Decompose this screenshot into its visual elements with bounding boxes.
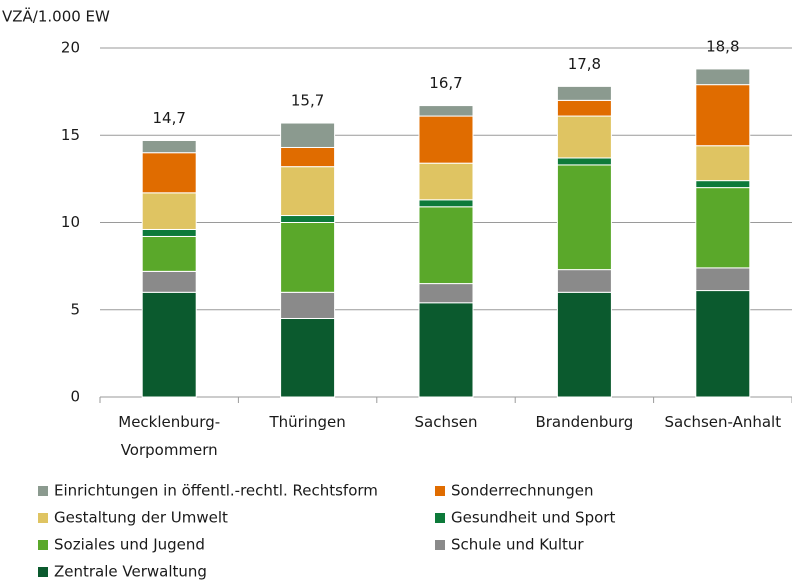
bar-segment (695, 290, 751, 398)
y-axis-label: VZÄ/1.000 EW (2, 7, 110, 26)
bar-segment (280, 146, 336, 168)
bar-segment (141, 228, 197, 237)
legend-swatch (38, 486, 48, 496)
legend-label: Schule und Kultur (451, 536, 584, 554)
y-tick-label: 5 (70, 300, 80, 318)
y-tick-label: 0 (70, 388, 80, 406)
bar-segment (695, 145, 751, 182)
legend-swatch (38, 540, 48, 550)
total-label: 14,7 (152, 109, 185, 127)
bar-segment (280, 317, 336, 398)
bar-segment (695, 68, 751, 86)
legend-swatch (38, 513, 48, 523)
bar-segment (418, 199, 474, 208)
x-tick-label-line: Mecklenburg- (118, 413, 220, 431)
bar-segment (418, 105, 474, 117)
x-tick-label: Brandenburg (535, 413, 633, 431)
bar-segment (418, 283, 474, 304)
bar-segment (556, 269, 612, 293)
total-label: 18,8 (706, 37, 739, 55)
bar-segment (556, 85, 612, 101)
bar-segment (556, 157, 612, 166)
legend-swatch (435, 486, 445, 496)
bar-segment (556, 164, 612, 271)
bar-segment (141, 192, 197, 230)
bar-segment (418, 302, 474, 398)
y-tick-label: 20 (61, 39, 80, 57)
x-tick-label-line: Sachsen (414, 413, 477, 431)
x-tick-label-line: Vorpommern (121, 441, 218, 459)
legend-swatch (38, 567, 48, 577)
y-tick-label: 15 (61, 126, 80, 144)
x-tick-label: Sachsen (414, 413, 477, 431)
x-tick-label-line: Brandenburg (535, 413, 633, 431)
legend-label: Gesundheit und Sport (451, 509, 615, 527)
total-label: 17,8 (568, 55, 601, 73)
bar-segment (141, 291, 197, 398)
bar-segment (695, 84, 751, 147)
x-tick-label: Thüringen (268, 413, 345, 431)
legend-label: Zentrale Verwaltung (54, 563, 207, 581)
bar-segment (418, 115, 474, 164)
bar-segment (280, 291, 336, 319)
bar-segment (556, 291, 612, 398)
bar-segment (141, 270, 197, 293)
y-tick-label: 10 (61, 213, 80, 231)
bar-segment (556, 99, 612, 117)
legend-label: Sonderrechnungen (451, 482, 593, 500)
total-label: 15,7 (291, 92, 324, 110)
legend-swatch (435, 540, 445, 550)
legend-label: Gestaltung der Umwelt (54, 509, 228, 527)
bar-segment (280, 215, 336, 224)
total-label: 16,7 (429, 74, 462, 92)
legend-label: Einrichtungen in öffentl.-rechtl. Rechts… (54, 482, 378, 500)
bar-segment (280, 222, 336, 293)
bar-segment (141, 235, 197, 272)
bar-segment (695, 267, 751, 292)
bar-segment (556, 115, 612, 159)
bar-segment (418, 206, 474, 285)
x-tick-label: Sachsen-Anhalt (664, 413, 781, 431)
x-tick-label: Mecklenburg- Vorpommern (118, 413, 220, 459)
x-tick-label-line: Thüringen (268, 413, 345, 431)
bar-segment (418, 162, 474, 201)
bar-segment (141, 139, 197, 154)
bar-segment (141, 152, 197, 194)
bar-segment (280, 166, 336, 217)
legend-swatch (435, 513, 445, 523)
bar-segment (280, 122, 336, 148)
bar-segment (695, 187, 751, 269)
x-tick-label-line: Sachsen-Anhalt (664, 413, 781, 431)
bar-segment (695, 180, 751, 189)
legend-label: Soziales und Jugend (54, 536, 205, 554)
